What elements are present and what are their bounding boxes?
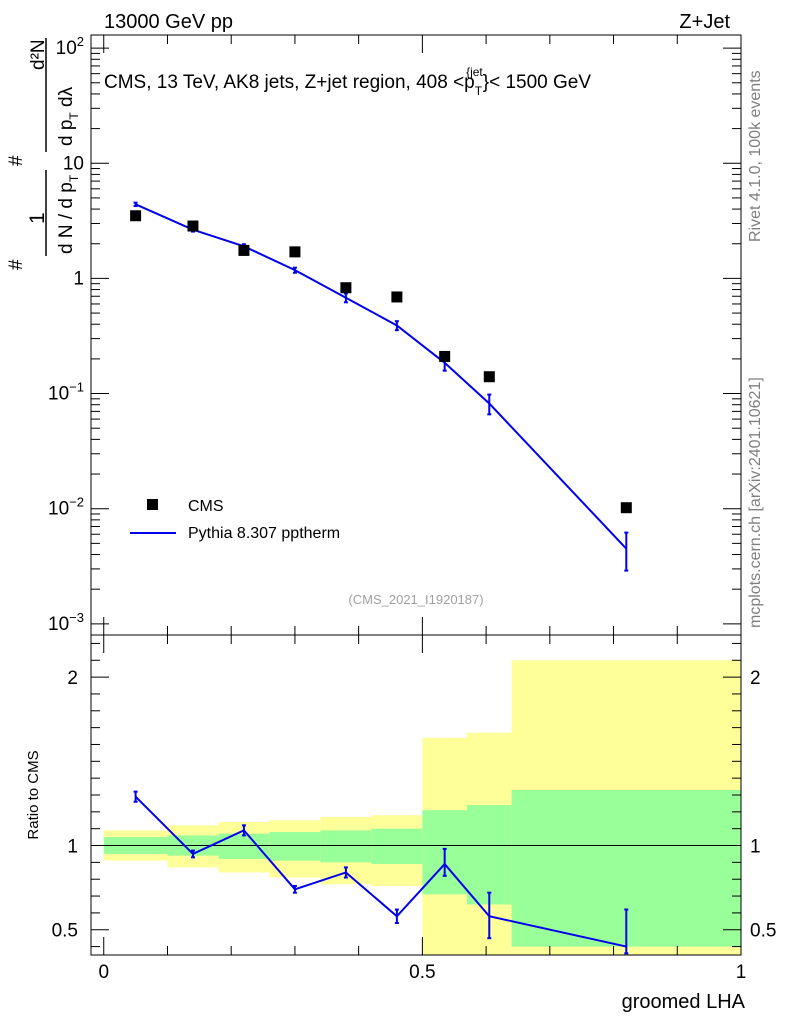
cms-data-point [289,246,301,258]
uncertainty-band-inner [269,832,321,861]
ylabel-den: d N / d pT [56,174,81,254]
ratio-y-tick-label-left: 2 [67,668,78,689]
y-tick-exponent: −3 [69,610,84,625]
y-tick-label: 1 [73,268,84,289]
main-title: CMS, 13 TeV, AK8 jets, Z+jet region, 408… [104,65,591,98]
y-tick-mantissa: 10 [48,499,69,520]
ratio-bands [91,660,741,955]
y-tick-label: 10−1 [48,380,84,405]
x-axis-label: groomed LHA [622,991,746,1013]
cms-data-point [391,291,403,303]
ylabel-hash2: # [6,155,27,166]
y-tick-exponent: −1 [69,380,84,395]
ratio-x-tick-labels: 0 0.5 1 [98,962,746,983]
main-marks [130,201,632,572]
y-tick-mantissa: 10 [48,384,69,405]
header-energy: 13000 GeV pp [104,11,233,33]
legend-cms-marker [147,499,158,510]
y-tick-label: 102 [56,34,84,59]
y-tick-mantissa: 1 [73,268,84,289]
analysis-id: (CMS_2021_I1920187) [348,592,483,607]
cms-data-point [340,282,352,294]
uncertainty-band-inner [320,830,372,863]
x-tick-label: 0.5 [409,962,435,983]
legend-mc-label: Pythia 8.307 pptherm [188,525,340,542]
main-y-axis-label: # 1 d N / d pT # d²N d pT dλ [6,38,81,270]
title-sub: T [475,84,483,98]
cms-data-point [187,220,199,232]
y-tick-mantissa: 10 [56,38,77,59]
ratio-y-tick-label-left: 0.5 [52,921,78,942]
cms-data-point [238,244,250,256]
ratio-panel: 0.5 0.51 12 2 0 0.5 1 Ratio to CMS groomed LH… [25,634,777,1013]
y-tick-mantissa: 10 [63,153,84,174]
main-ticks [91,35,742,635]
header-process: Z+Jet [679,11,730,33]
ylabel-den2-sub: T [67,112,81,120]
cms-data-point [130,210,142,222]
y-tick-label: 10−3 [48,610,84,635]
cms-data-point [483,371,495,383]
ylabel-one: 1 [26,212,49,224]
ylabel-den-sub: T [67,174,81,182]
cms-data-point [620,502,632,514]
ratio-y-tick-label-left: 1 [67,837,78,858]
cms-data-point [439,350,451,362]
ylabel-den-text: d N / d p [56,182,77,254]
title-sup: {jet [466,65,483,79]
ratio-y-axis-label: Ratio to CMS [25,750,42,839]
main-frame [90,34,742,636]
rivet-label: Rivet 4.1.0, 100k events [747,70,764,242]
uncertainty-band-inner [371,828,423,865]
ylabel-den2-suffix: dλ [56,86,77,112]
y-tick-label: 10−2 [48,495,84,520]
y-tick-exponent: −2 [69,495,84,510]
ratio-ticks [91,635,742,955]
legend-cms-label: CMS [188,498,224,515]
uncertainty-band-inner [466,805,512,905]
y-tick-exponent: 2 [77,34,84,49]
ratio-marks [133,790,629,955]
x-tick-label: 1 [736,962,747,983]
title-prefix: CMS, 13 TeV, AK8 jets, Z+jet region, 408… [104,72,475,93]
mc-curve [135,203,628,550]
mcplots-label: mcplots.cern.ch [arXiv:2401.10621] [747,377,764,628]
y-tick-mantissa: 10 [48,614,69,635]
ylabel-den2: d pT dλ [56,86,81,146]
ylabel-d2n: d²N [28,39,49,70]
x-tick-label: 0 [98,962,109,983]
ratio-y-tick-label-right: 1 [750,837,761,858]
ratio-y-tick-label-right: 0.5 [750,921,776,942]
ratio-y-tick-label-right: 2 [750,668,761,689]
ylabel-hash1: # [6,259,27,270]
y-tick-label: 10 [63,153,84,174]
ratio-y-tick-labels: 0.5 0.5 1 1 2 2 [52,668,777,942]
title-suffix: }< 1500 GeV [483,72,592,93]
ylabel-den2-text: d p [56,120,77,146]
